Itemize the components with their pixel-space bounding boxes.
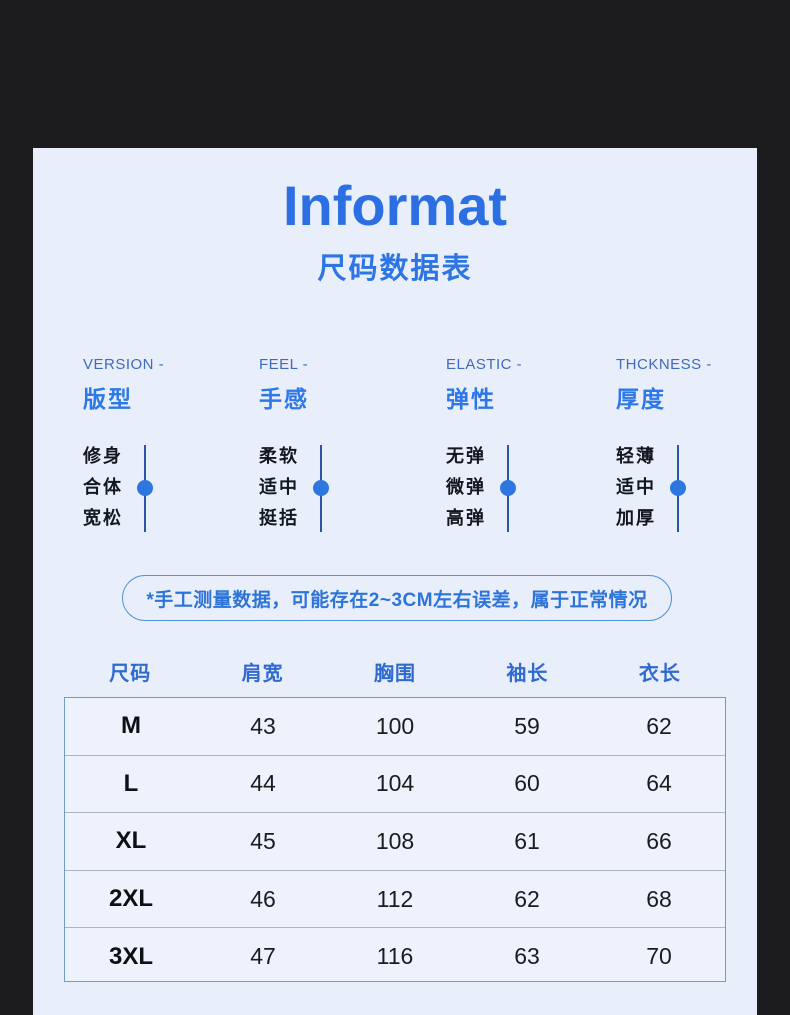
cell-size: XL <box>115 827 147 855</box>
cell-value: 62 <box>646 712 672 739</box>
table-row: 3XL 47 116 63 70 <box>65 927 725 985</box>
cell-size: 2XL <box>108 885 153 913</box>
option-label: 挺括 <box>259 508 299 528</box>
option-label: 加厚 <box>616 508 656 528</box>
slider-dot <box>137 479 153 496</box>
cell-value: 63 <box>514 943 540 970</box>
slider-dot <box>313 479 329 496</box>
attr-label-zh: 版型 <box>83 386 133 412</box>
slider-dot <box>670 479 686 496</box>
cell-value: 60 <box>514 770 540 797</box>
attribute-column-elastic: ELASTIC - 弹性 无弹 微弹 高弹 <box>446 356 586 532</box>
cell-value: 68 <box>646 885 672 912</box>
attribute-column-version: VERSION - 版型 修身 合体 宽松 <box>83 356 223 532</box>
attr-label-en: THCKNESS - <box>616 356 712 373</box>
cell-value: 108 <box>375 827 415 854</box>
size-table: M 43 100 59 62 L 44 104 60 64 XL 45 108 … <box>64 697 726 982</box>
table-row: L 44 104 60 64 <box>65 754 725 813</box>
cell-size: M <box>121 712 141 740</box>
option-label: 轻薄 <box>616 446 656 466</box>
cell-value: 104 <box>375 770 415 797</box>
attribute-slider <box>500 445 516 532</box>
cell-value: 66 <box>646 827 672 854</box>
attribute-column-feel: FEEL - 手感 柔软 适中 挺括 <box>259 356 399 532</box>
option-label: 适中 <box>259 477 299 497</box>
attr-label-zh: 厚度 <box>616 386 666 412</box>
attr-label-en: FEEL - <box>259 356 309 373</box>
cell-value: 46 <box>250 885 276 912</box>
measurement-note: *手工测量数据，可能存在2~3CM左右误差，属于正常情况 <box>122 575 672 621</box>
cell-value: 59 <box>514 712 540 739</box>
slider-dot <box>500 479 516 496</box>
table-row: 2XL 46 112 62 68 <box>65 869 725 928</box>
table-row: M 43 100 59 62 <box>65 698 725 755</box>
cell-value: 116 <box>376 943 414 970</box>
size-info-card: Informat 尺码数据表 VERSION - 版型 修身 合体 宽松 FEE… <box>33 148 757 1015</box>
cell-size: 3XL <box>108 942 153 970</box>
cell-size: L <box>123 769 139 797</box>
page-title: Informat <box>283 174 507 237</box>
attr-label-zh: 弹性 <box>446 386 496 412</box>
attr-label-en: ELASTIC - <box>446 356 523 373</box>
cell-value: 47 <box>250 943 276 970</box>
cell-value: 64 <box>646 770 672 797</box>
attribute-slider <box>137 445 153 532</box>
cell-value: 112 <box>376 885 414 912</box>
option-label: 宽松 <box>83 508 123 528</box>
cell-value: 43 <box>250 712 276 739</box>
cell-value: 44 <box>250 770 276 797</box>
attribute-column-thickness: THCKNESS - 厚度 轻薄 适中 加厚 <box>616 356 756 532</box>
cell-value: 70 <box>646 943 672 970</box>
option-label: 柔软 <box>259 446 299 466</box>
header-cell-length: 衣长 <box>638 663 681 685</box>
table-row: XL 45 108 61 66 <box>65 812 725 870</box>
cell-value: 45 <box>250 827 276 854</box>
page-subtitle: 尺码数据表 <box>317 253 473 285</box>
header-cell-size: 尺码 <box>109 663 152 685</box>
cell-value: 62 <box>514 885 540 912</box>
attribute-slider <box>313 445 329 532</box>
cell-value: 100 <box>375 712 415 739</box>
header-cell-shoulder: 肩宽 <box>241 663 284 685</box>
attr-label-zh: 手感 <box>259 386 309 412</box>
option-label: 合体 <box>83 477 123 497</box>
option-label: 无弹 <box>446 446 486 466</box>
header-cell-chest: 胸围 <box>374 663 417 685</box>
option-label: 适中 <box>616 477 656 497</box>
option-label: 修身 <box>83 446 123 466</box>
option-label: 微弹 <box>446 477 486 497</box>
attr-label-en: VERSION - <box>83 356 165 373</box>
attribute-slider <box>670 445 686 532</box>
header-cell-sleeve: 袖长 <box>506 663 549 685</box>
size-table-header: 尺码 肩宽 胸围 袖长 衣长 <box>64 657 726 686</box>
cell-value: 61 <box>514 827 540 854</box>
option-label: 高弹 <box>446 508 486 528</box>
